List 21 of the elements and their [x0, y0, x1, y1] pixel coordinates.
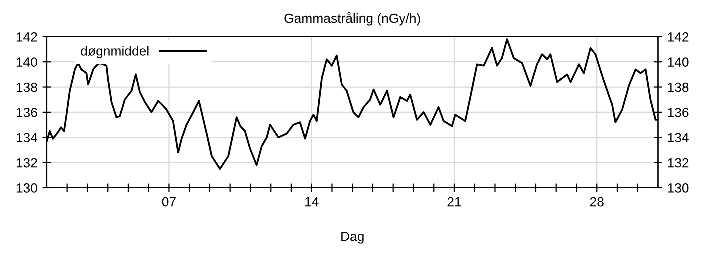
y-tick-label: 130	[16, 184, 38, 193]
y2-tick-label: 136	[668, 108, 689, 118]
y2-tick-label: 134	[668, 133, 689, 143]
chart-title: Gammastråling (nGy/h)	[284, 12, 420, 26]
y-tick-label: 132	[16, 158, 38, 168]
legend-label: døgnmiddel	[81, 46, 149, 58]
y2-tick-label: 130	[668, 184, 689, 193]
x-tick-label: 28	[590, 197, 604, 207]
x-tick-label: 07	[162, 197, 176, 207]
x-tick-label: 21	[448, 197, 462, 207]
y-tick-label: 138	[16, 82, 38, 92]
y2-tick-label: 140	[668, 58, 689, 68]
y-tick-label: 134	[16, 133, 38, 143]
y-tick-label: 136	[16, 108, 38, 118]
y-tick-label: 142	[16, 32, 38, 42]
y-tick-label: 140	[16, 58, 38, 68]
y2-tick-label: 142	[668, 32, 689, 42]
y2-tick-label: 132	[668, 158, 689, 168]
y2-tick-label: 138	[668, 82, 689, 92]
x-axis-title: Dag	[342, 232, 364, 244]
x-tick-label: 14	[306, 197, 319, 207]
